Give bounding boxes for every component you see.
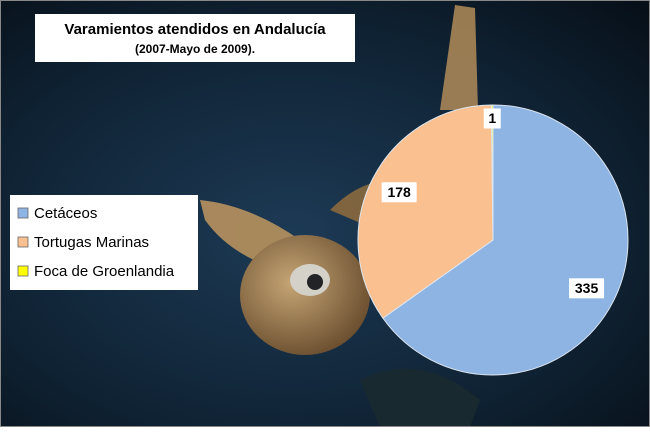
legend: Cetáceos Tortugas Marinas Foca de Groenlan…	[10, 195, 198, 290]
pie-slice	[382, 104, 629, 376]
legend-box	[10, 195, 198, 290]
legend-swatch	[17, 236, 29, 248]
legend-label: Tortugas Marinas	[34, 234, 149, 251]
chart-subtitle: (2007-Mayo de 2009).	[135, 42, 255, 56]
data-label: 1	[488, 110, 496, 126]
data-label-box	[569, 278, 605, 299]
legend-label: Foca de Groenlandia	[34, 263, 175, 280]
data-label: 335	[575, 280, 599, 296]
data-label-box	[381, 182, 417, 203]
pie: 335 178 1	[357, 104, 629, 376]
chart-title: Varamientos atendidos en Andalucía	[64, 21, 326, 38]
title-box	[35, 14, 355, 62]
pie-slice	[357, 104, 494, 319]
data-label: 178	[387, 184, 411, 200]
pie-slice	[490, 104, 494, 241]
data-label-box	[483, 108, 501, 129]
legend-swatch	[17, 265, 29, 277]
legend-label: Cetáceos	[34, 205, 97, 222]
legend-swatch	[17, 207, 29, 219]
